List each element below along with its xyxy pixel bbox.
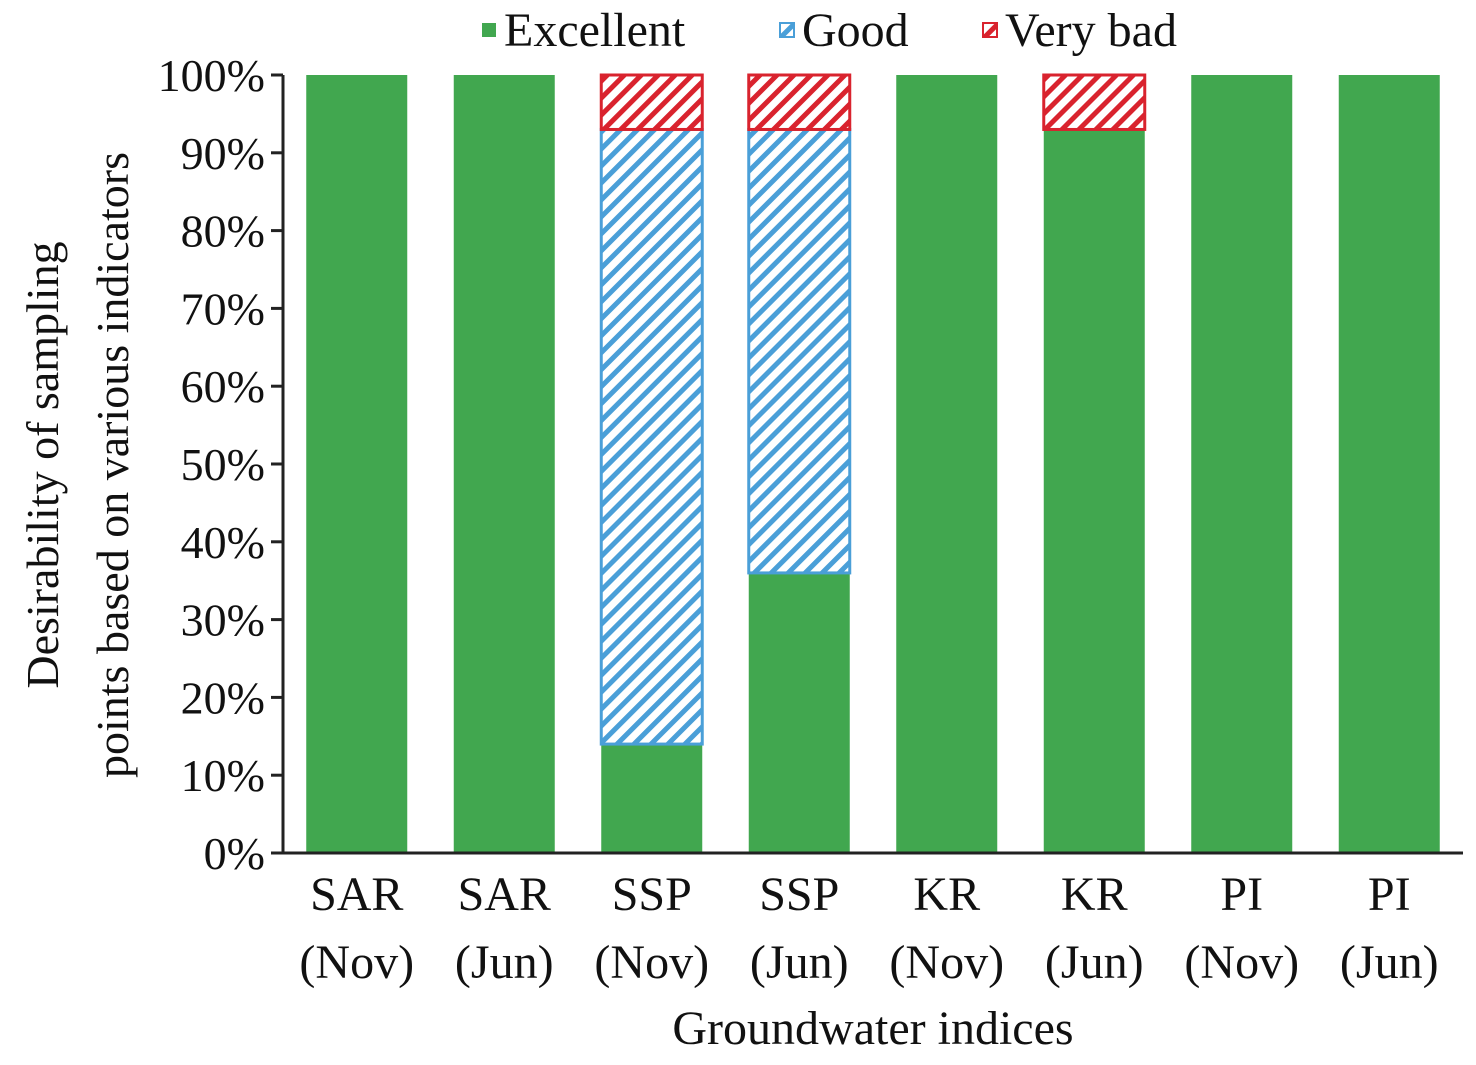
x-axis-ticks: SAR (Nov) SAR (Jun) SSP (Nov) SSP (Jun) KR (Nov) K… (299, 868, 1438, 989)
y-axis-ticks: 0% 10% 20% 30% 40% 50% 60% 70% 80% 90% 100% (158, 50, 283, 879)
x-tick-label: KR (1061, 868, 1128, 921)
y-tick-label: 10% (181, 750, 265, 801)
bar-excellent-3 (601, 744, 703, 853)
x-tick-label: (Jun) (1045, 936, 1144, 989)
bar-excellent-2 (453, 75, 555, 853)
bar-good-3 (599, 127, 704, 746)
legend: Excellent Good Very bad (482, 4, 1177, 57)
y-tick-label: 50% (181, 439, 265, 490)
y-tick-label: 60% (181, 361, 265, 412)
legend-label-good: Good (802, 4, 909, 57)
bar-very-bad-6 (1042, 73, 1147, 131)
y-axis-title-line: Desirability of sampling (17, 241, 68, 688)
y-tick-label: 90% (181, 128, 265, 179)
legend-label-very-bad: Very bad (1005, 4, 1177, 57)
x-tick-label: KR (913, 868, 980, 921)
y-tick-label: 20% (181, 672, 265, 723)
bar-excellent-8 (1338, 75, 1440, 853)
x-tick-label: (Nov) (1184, 936, 1299, 989)
x-tick-label: SAR (458, 868, 551, 921)
y-tick-label: 100% (158, 50, 265, 101)
legend-swatch-very-bad (982, 22, 998, 38)
x-axis-title: Groundwater indices (672, 1002, 1073, 1055)
x-tick-label: (Jun) (1340, 936, 1439, 989)
y-tick-label: 80% (181, 206, 265, 257)
bar-very-bad-4 (747, 73, 852, 131)
x-tick-label: (Nov) (889, 936, 1004, 989)
x-tick-label: (Jun) (455, 936, 554, 989)
bar-excellent-6 (1043, 129, 1145, 853)
x-tick-label: SAR (310, 868, 403, 921)
bar-excellent-4 (748, 572, 850, 853)
bar-excellent-1 (306, 75, 408, 853)
x-tick-label: SSP (759, 868, 839, 921)
y-tick-label: 0% (204, 828, 265, 879)
x-tick-label: (Nov) (299, 936, 414, 989)
x-tick-label: PI (1368, 868, 1411, 921)
y-tick-label: 40% (181, 517, 265, 568)
y-axis-title: Desirability of sampling points based on … (17, 152, 138, 778)
axes (281, 75, 1463, 855)
legend-swatch-excellent (482, 23, 496, 37)
bar-excellent-5 (896, 75, 998, 853)
x-tick-label: PI (1220, 868, 1263, 921)
y-tick-label: 70% (181, 283, 265, 334)
legend-swatch-good (779, 22, 795, 38)
x-tick-label: (Nov) (594, 936, 709, 989)
bar-good-4 (747, 127, 852, 575)
bar-very-bad-3 (599, 73, 704, 131)
x-tick-label: SSP (612, 868, 692, 921)
legend-label-excellent: Excellent (504, 4, 686, 57)
y-axis-title-line: points based on various indicators (87, 152, 138, 778)
x-tick-label: (Jun) (750, 936, 849, 989)
bars (306, 73, 1440, 853)
bar-excellent-7 (1191, 75, 1293, 853)
y-tick-label: 30% (181, 595, 265, 646)
